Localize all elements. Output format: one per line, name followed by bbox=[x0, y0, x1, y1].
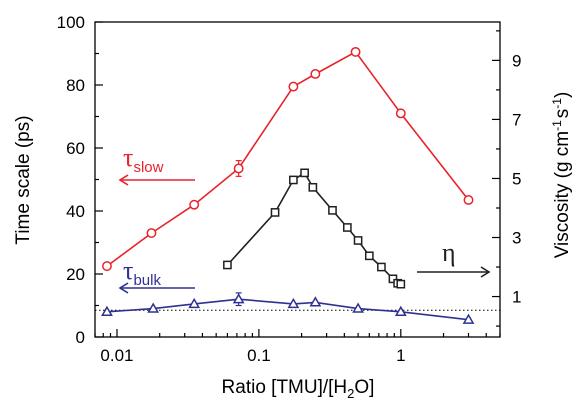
eta-point bbox=[364, 251, 374, 261]
tau_bulk-point bbox=[188, 297, 201, 309]
annotations: τslow τbulk η bbox=[118, 143, 491, 294]
tau_bulk-point bbox=[394, 305, 407, 316]
tau_bulk-line bbox=[106, 298, 469, 321]
eta-point bbox=[223, 260, 232, 270]
data-series bbox=[95, 46, 500, 324]
y-right-tick-label: 1 bbox=[512, 288, 521, 307]
eta-label: η bbox=[442, 238, 456, 267]
x-tick-label: 0.01 bbox=[100, 346, 133, 365]
eta-point bbox=[270, 208, 280, 217]
tau_slow-point bbox=[102, 261, 112, 272]
eta-point bbox=[328, 206, 337, 215]
tau_bulk-arrowhead bbox=[118, 282, 129, 294]
tau_bulk-point bbox=[462, 313, 475, 324]
y-left-tick-label: 40 bbox=[66, 202, 85, 221]
y-axis-right-title: Viscosity (g cm-1s-1) bbox=[550, 92, 573, 259]
eta-point bbox=[289, 175, 298, 185]
y-left-tick-label: 100 bbox=[57, 13, 85, 32]
tau_bulk-point bbox=[147, 302, 160, 313]
eta-point bbox=[377, 262, 386, 272]
tau_bulk-point bbox=[101, 305, 113, 316]
y-left-tick-label: 20 bbox=[66, 265, 85, 284]
axes-ticks: 0.01 0.1 1 0 20 40 60 80 100 1 3 5 7 9 bbox=[57, 13, 522, 365]
tau_slow-point bbox=[146, 228, 157, 239]
tau_slow-label: τslow bbox=[123, 143, 164, 176]
y-right-tick-label: 3 bbox=[512, 229, 521, 248]
tau_slow-point bbox=[288, 81, 299, 92]
y-left-tick-label: 60 bbox=[66, 139, 85, 158]
x-tick-label: 1 bbox=[396, 346, 405, 365]
eta-point bbox=[300, 168, 309, 178]
eta-arrowhead bbox=[480, 266, 491, 278]
y-axis-left-title: Time scale (ps) bbox=[13, 115, 34, 244]
tau_bulk-label: τbulk bbox=[123, 256, 161, 289]
eta-point bbox=[396, 279, 406, 289]
tau_slow-point bbox=[189, 199, 200, 210]
tau_slow-point bbox=[233, 163, 244, 174]
tau_bulk-point bbox=[352, 302, 364, 313]
tau_slow-point bbox=[310, 69, 321, 79]
tau_bulk-point bbox=[232, 293, 245, 304]
y-right-tick-label: 9 bbox=[512, 51, 521, 70]
eta-point bbox=[308, 182, 318, 192]
tau_slow-arrowhead bbox=[118, 174, 129, 186]
x-axis-title: Ratio [TMU]/[H2O] bbox=[222, 377, 375, 401]
tau_bulk-point bbox=[309, 296, 322, 307]
eta-point bbox=[388, 274, 398, 284]
y-right-tick-label: 7 bbox=[512, 110, 521, 129]
eta-point bbox=[353, 236, 363, 245]
tau_slow-point bbox=[350, 46, 361, 57]
y-right-tick-label: 5 bbox=[512, 169, 521, 188]
tau_slow-point bbox=[395, 108, 406, 119]
tau_bulk-point bbox=[287, 297, 300, 309]
y-left-tick-label: 0 bbox=[76, 328, 85, 347]
tau_slow-point bbox=[463, 195, 474, 205]
y-left-tick-label: 80 bbox=[66, 76, 85, 95]
eta-point bbox=[342, 223, 352, 232]
x-tick-label: 0.1 bbox=[247, 346, 271, 365]
